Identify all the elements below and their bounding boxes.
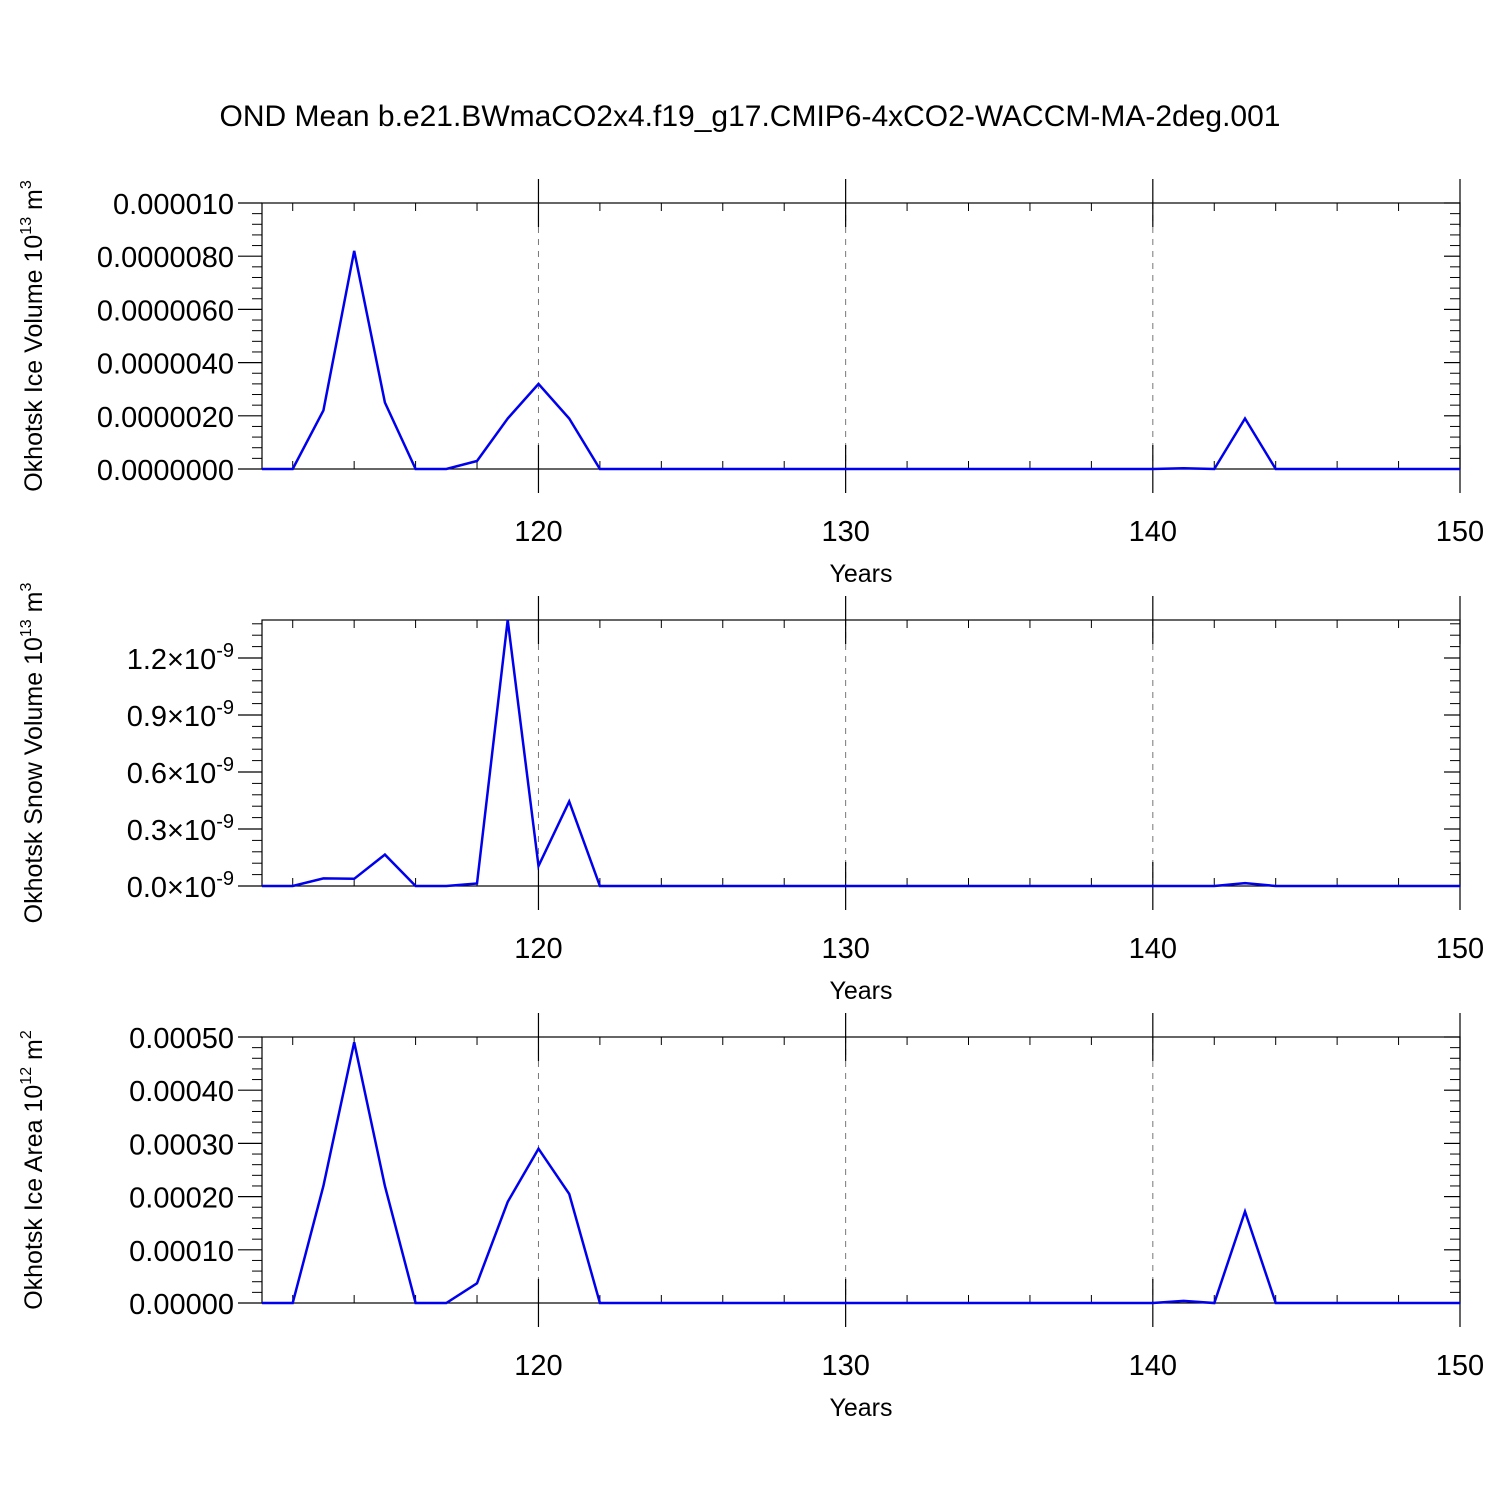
y-axis-label: Okhotsk Ice Area 1012 m2 xyxy=(18,1030,48,1310)
y-tick-label: 1.2×10-9 xyxy=(127,640,234,676)
series-line xyxy=(262,1042,1460,1305)
x-tick-label: 140 xyxy=(1129,1350,1177,1382)
x-axis-label: Years xyxy=(829,560,892,588)
chart-panel-1: 120 130 140 150 Years 0.0000000 0.0000020 0.000… xyxy=(18,179,1484,588)
plot-frame xyxy=(261,1036,1461,1304)
y-tick-label: 0.00000 xyxy=(129,1289,234,1321)
chart-panel-2: 120 130 140 150 Years 0.0×10-9 0.3×10-9 0.6×10-… xyxy=(18,583,1484,1005)
y-tick-label: 0.0000020 xyxy=(97,402,234,434)
plot-frame xyxy=(261,202,1461,470)
y-tick-label: 0.3×10-9 xyxy=(127,811,234,847)
y-tick-label: 0.00030 xyxy=(129,1129,234,1161)
x-tick-label: 130 xyxy=(821,933,869,965)
y-tick-label: 0.00010 xyxy=(129,1236,234,1268)
y-tick-label: 0.0000060 xyxy=(97,295,234,327)
x-tick-label: 120 xyxy=(514,1350,562,1382)
y-tick-label: 0.0000040 xyxy=(97,349,234,381)
y-tick-label: 0.9×10-9 xyxy=(127,697,234,733)
x-tick-label: 150 xyxy=(1436,933,1484,965)
x-tick-label: 130 xyxy=(821,516,869,548)
series-line xyxy=(262,619,1460,888)
x-tick-label: 130 xyxy=(821,1350,869,1382)
y-tick-label: 0.0×10-9 xyxy=(127,868,234,904)
y-axis-label: Okhotsk Snow Volume 1013 m3 xyxy=(18,583,48,924)
x-tick-label: 140 xyxy=(1129,516,1177,548)
y-tick-label: 0.00050 xyxy=(129,1023,234,1055)
chart-panel-3: 120 130 140 150 Years 0.00000 0.00010 0.00020 0.… xyxy=(18,1013,1484,1422)
x-tick-label: 150 xyxy=(1436,1350,1484,1382)
figure-title: OND Mean b.e21.BWmaCO2x4.f19_g17.CMIP6-4… xyxy=(219,100,1281,133)
y-tick-label: 0.0000000 xyxy=(97,455,234,487)
y-tick-label: 0.0000080 xyxy=(97,242,234,274)
y-tick-label: 0.6×10-9 xyxy=(127,754,234,790)
x-axis-label: Years xyxy=(829,977,892,1005)
x-tick-label: 140 xyxy=(1129,933,1177,965)
y-tick-label: 0.000010 xyxy=(113,189,234,221)
x-axis-label: Years xyxy=(829,1394,892,1422)
x-tick-label: 150 xyxy=(1436,516,1484,548)
y-tick-label: 0.00040 xyxy=(129,1076,234,1108)
y-axis-label: Okhotsk Ice Volume 1013 m3 xyxy=(18,180,48,492)
series-line xyxy=(262,250,1460,471)
y-tick-label: 0.00020 xyxy=(129,1183,234,1215)
plot-frame xyxy=(261,619,1461,887)
x-tick-label: 120 xyxy=(514,933,562,965)
x-tick-label: 120 xyxy=(514,516,562,548)
